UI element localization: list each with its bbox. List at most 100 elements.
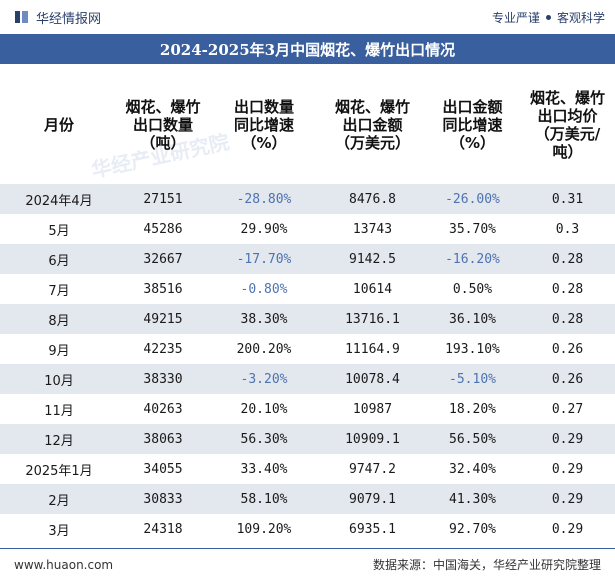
brand: 华经情报网: [14, 8, 101, 27]
month-cell: 6月: [0, 244, 118, 274]
value-cell: 200.20%: [208, 334, 320, 364]
value-cell: 34055: [118, 454, 208, 484]
value-cell: 9747.2: [320, 454, 425, 484]
top-bar: 华经情报网 专业严谨 客观科学: [0, 0, 615, 34]
footer-url: www.huaon.com: [14, 557, 114, 572]
month-cell: 2025年1月: [0, 454, 118, 484]
table-row: 6月 32667 -17.70% 9142.5 -16.20% 0.28: [0, 244, 615, 274]
value-cell: 38.30%: [208, 304, 320, 334]
value-cell: 58.10%: [208, 484, 320, 514]
page-title: 2024-2025年3月中国烟花、爆竹出口情况: [0, 34, 615, 64]
value-cell: 38330: [118, 364, 208, 394]
month-cell: 9月: [0, 334, 118, 364]
table-row: 11月 40263 20.10% 10987 18.20% 0.27: [0, 394, 615, 424]
column-header: 出口数量 同比增速 （%）: [233, 98, 294, 152]
value-cell: 0.3: [520, 214, 615, 244]
value-cell: 49215: [118, 304, 208, 334]
value-cell: 33.40%: [208, 454, 320, 484]
value-cell: 30833: [118, 484, 208, 514]
column-header: 出口金额 同比增速 （%）: [442, 98, 503, 152]
column-header: 烟花、爆竹 出口数量 （吨）: [125, 98, 201, 152]
month-cell: 11月: [0, 394, 118, 424]
value-cell: 193.10%: [425, 334, 520, 364]
column-header: 月份: [43, 116, 74, 134]
table-body: 2024年4月 27151 -28.80% 8476.8 -26.00% 0.31 5月 45…: [0, 184, 615, 544]
month-cell: 5月: [0, 214, 118, 244]
value-cell: 0.50%: [425, 274, 520, 304]
value-cell: 0.26: [520, 364, 615, 394]
table-row: 3月 24318 109.20% 6935.1 92.70% 0.29: [0, 514, 615, 544]
value-cell: 10987: [320, 394, 425, 424]
table-row: 12月 38063 56.30% 10909.1 56.50% 0.29: [0, 424, 615, 454]
value-cell: -0.80%: [208, 274, 320, 304]
month-cell: 2024年4月: [0, 184, 118, 214]
tagline: 专业严谨 客观科学: [492, 9, 605, 26]
export-table: 月份 烟花、爆竹 出口数量 （吨） 出口数量 同比增速 （%） 烟花、爆竹 出口金额 （万美元） 出…: [0, 66, 615, 544]
value-cell: 0.28: [520, 244, 615, 274]
separator-dot-icon: [545, 14, 551, 20]
value-cell: 92.70%: [425, 514, 520, 544]
value-cell: 10078.4: [320, 364, 425, 394]
value-cell: 6935.1: [320, 514, 425, 544]
value-cell: 56.30%: [208, 424, 320, 454]
value-cell: 0.27: [520, 394, 615, 424]
tagline-left: 专业严谨: [491, 10, 540, 25]
value-cell: -3.20%: [208, 364, 320, 394]
tagline-right: 客观科学: [556, 10, 605, 25]
value-cell: 10614: [320, 274, 425, 304]
value-cell: 45286: [118, 214, 208, 244]
month-cell: 3月: [0, 514, 118, 544]
brand-name: 华经情报网: [36, 11, 102, 27]
value-cell: 0.29: [520, 484, 615, 514]
huajing-logo-icon: [15, 11, 28, 23]
value-cell: 9079.1: [320, 484, 425, 514]
table-header-row: 月份 烟花、爆竹 出口数量 （吨） 出口数量 同比增速 （%） 烟花、爆竹 出口金额 （万美元） 出…: [0, 66, 615, 184]
value-cell: 24318: [118, 514, 208, 544]
month-cell: 7月: [0, 274, 118, 304]
value-cell: 38063: [118, 424, 208, 454]
value-cell: -28.80%: [208, 184, 320, 214]
value-cell: 9142.5: [320, 244, 425, 274]
value-cell: 8476.8: [320, 184, 425, 214]
month-cell: 8月: [0, 304, 118, 334]
table-row: 8月 49215 38.30% 13716.1 36.10% 0.28: [0, 304, 615, 334]
value-cell: -16.20%: [425, 244, 520, 274]
column-header: 烟花、爆竹 出口金额 （万美元）: [334, 98, 410, 152]
table-row: 10月 38330 -3.20% 10078.4 -5.10% 0.26: [0, 364, 615, 394]
value-cell: 0.28: [520, 304, 615, 334]
value-cell: 0.29: [520, 424, 615, 454]
value-cell: 13743: [320, 214, 425, 244]
table-row: 2月 30833 58.10% 9079.1 41.30% 0.29: [0, 484, 615, 514]
value-cell: 29.90%: [208, 214, 320, 244]
month-cell: 12月: [0, 424, 118, 454]
value-cell: 32667: [118, 244, 208, 274]
table-row: 9月 42235 200.20% 11164.9 193.10% 0.26: [0, 334, 615, 364]
column-header: 烟花、爆竹 出口均价 （万美元/吨）: [529, 89, 605, 161]
value-cell: 40263: [118, 394, 208, 424]
value-cell: -26.00%: [425, 184, 520, 214]
footer-source: 数据来源：中国海关，华经产业研究院整理: [372, 558, 601, 572]
table-row: 2024年4月 27151 -28.80% 8476.8 -26.00% 0.31: [0, 184, 615, 214]
value-cell: 35.70%: [425, 214, 520, 244]
table-row: 7月 38516 -0.80% 10614 0.50% 0.28: [0, 274, 615, 304]
value-cell: 38516: [118, 274, 208, 304]
value-cell: -17.70%: [208, 244, 320, 274]
value-cell: -5.10%: [425, 364, 520, 394]
value-cell: 56.50%: [425, 424, 520, 454]
value-cell: 42235: [118, 334, 208, 364]
value-cell: 11164.9: [320, 334, 425, 364]
value-cell: 13716.1: [320, 304, 425, 334]
table-row: 5月 45286 29.90% 13743 35.70% 0.3: [0, 214, 615, 244]
table-row: 2025年1月 34055 33.40% 9747.2 32.40% 0.29: [0, 454, 615, 484]
value-cell: 20.10%: [208, 394, 320, 424]
value-cell: 0.26: [520, 334, 615, 364]
value-cell: 0.28: [520, 274, 615, 304]
month-cell: 2月: [0, 484, 118, 514]
value-cell: 10909.1: [320, 424, 425, 454]
value-cell: 0.31: [520, 184, 615, 214]
value-cell: 0.29: [520, 514, 615, 544]
value-cell: 36.10%: [425, 304, 520, 334]
value-cell: 27151: [118, 184, 208, 214]
value-cell: 0.29: [520, 454, 615, 484]
month-cell: 10月: [0, 364, 118, 394]
